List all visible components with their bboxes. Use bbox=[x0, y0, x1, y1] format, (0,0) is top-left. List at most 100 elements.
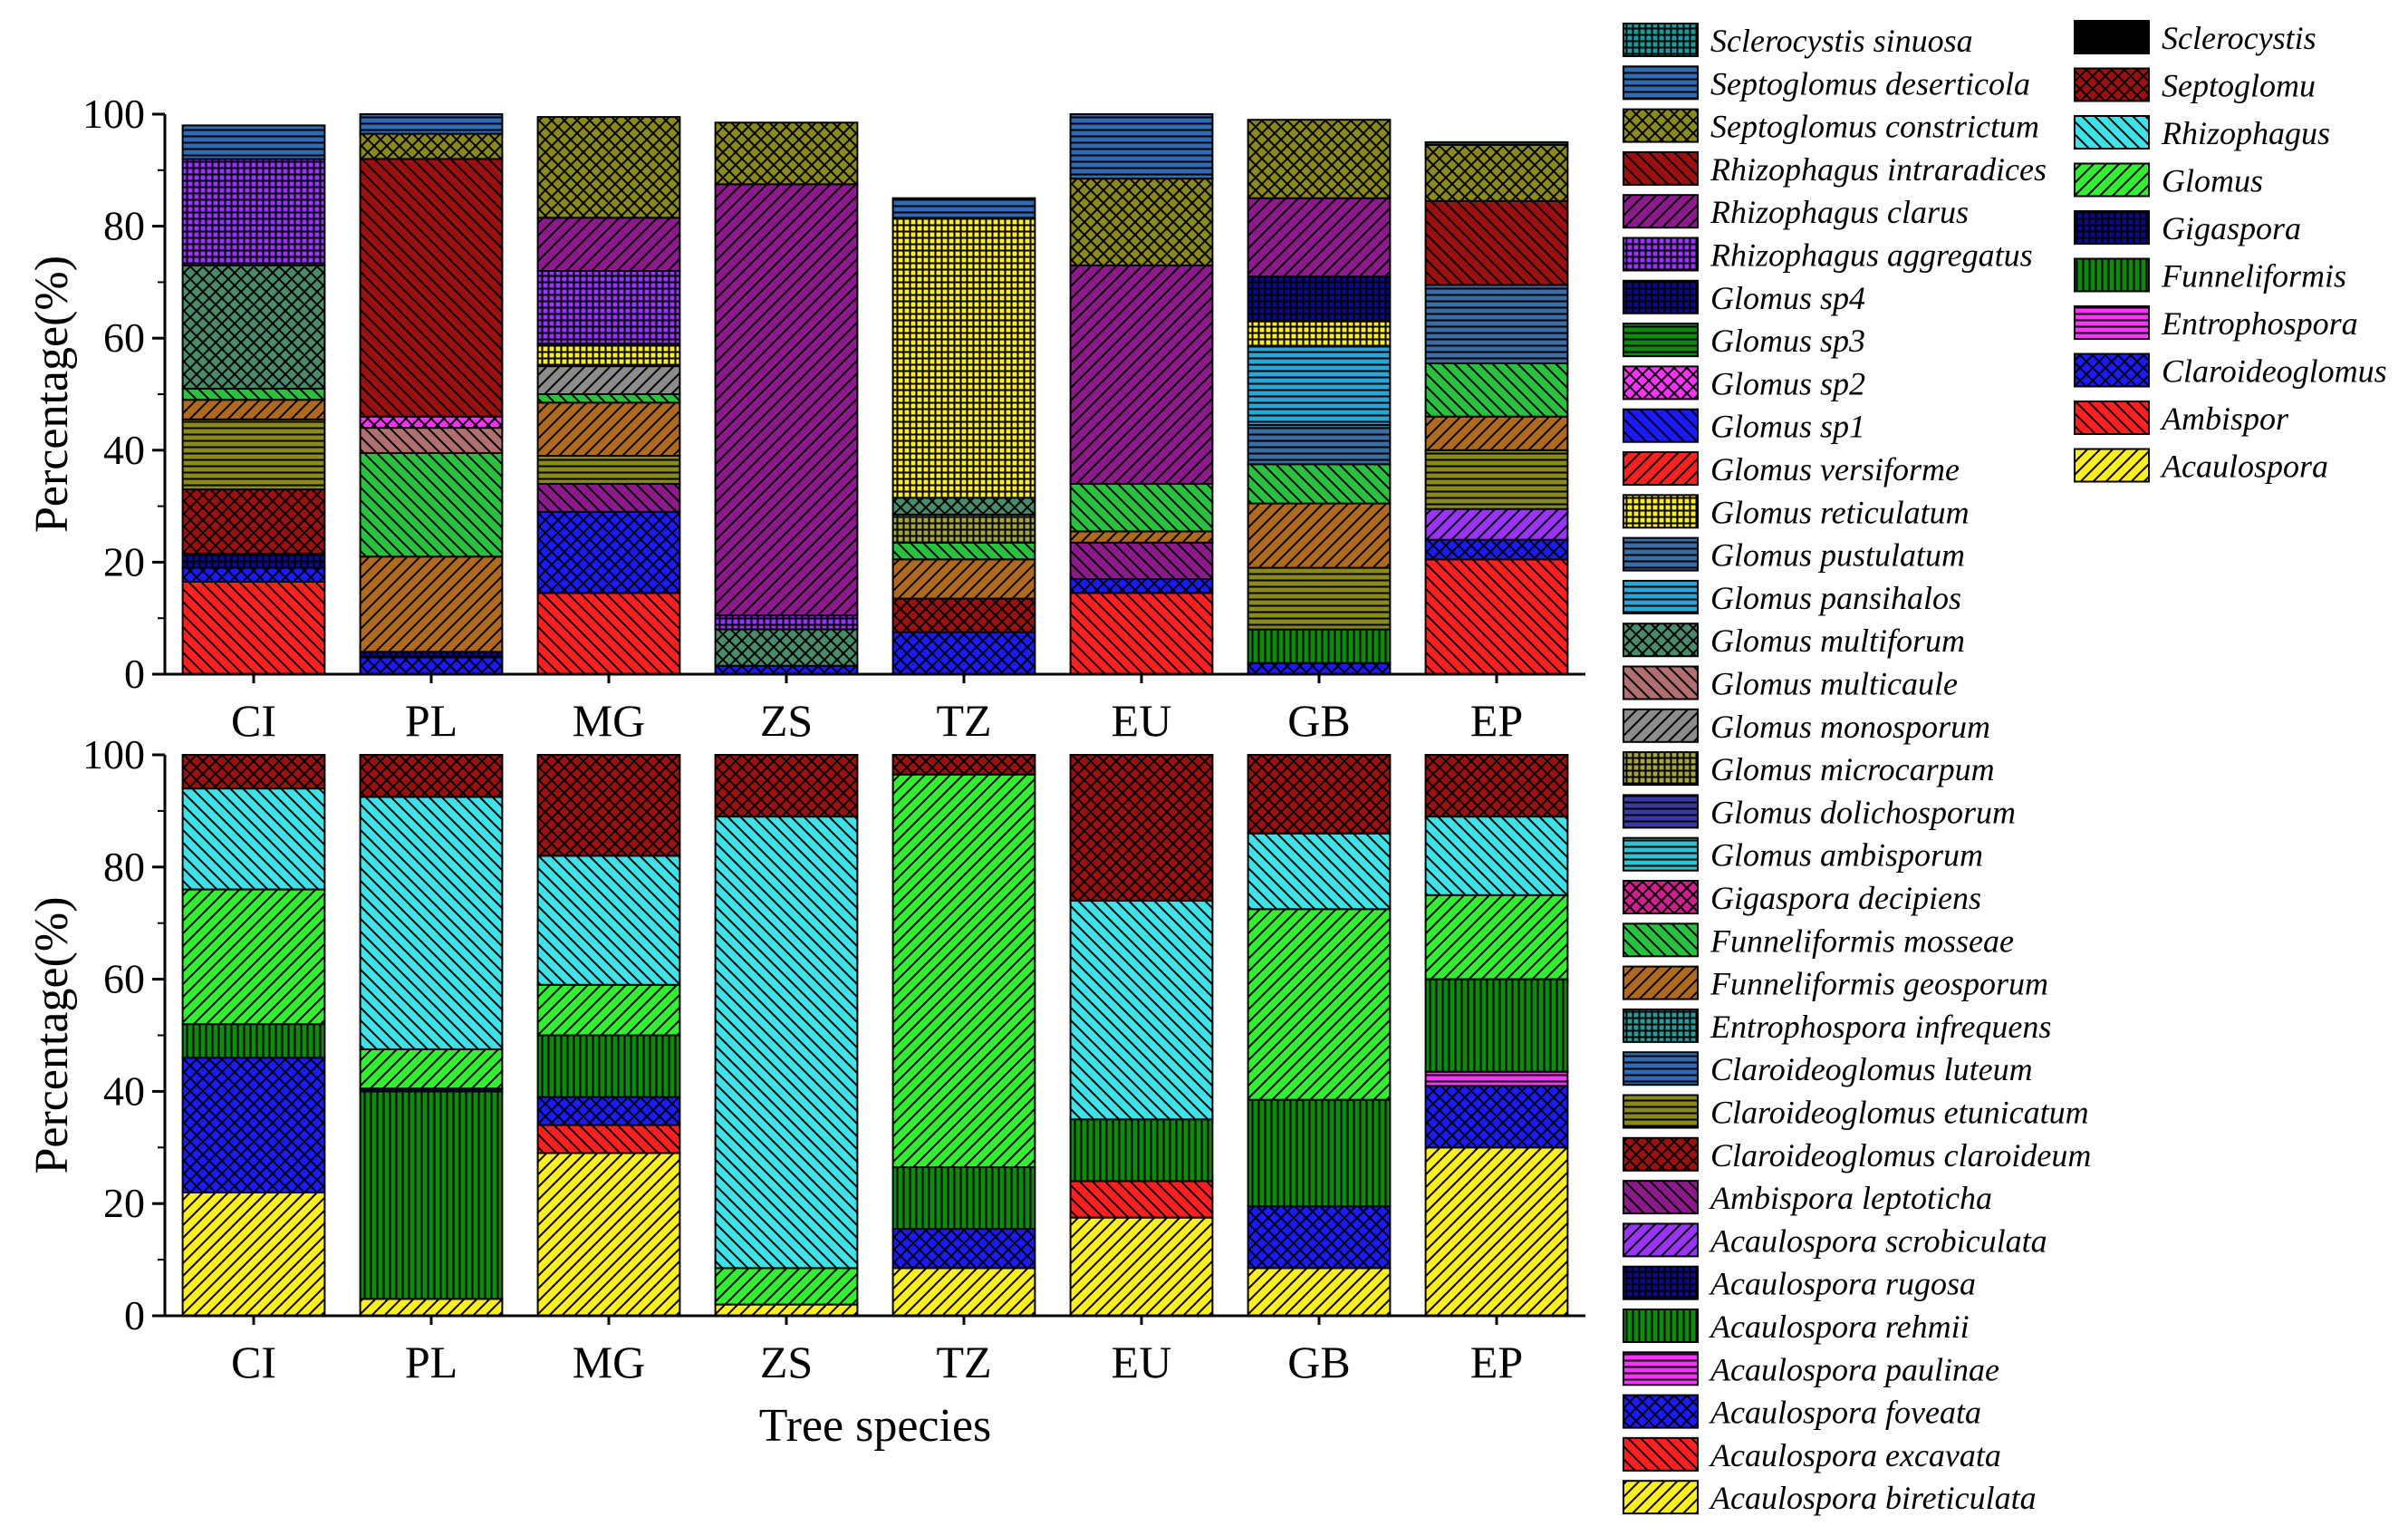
bar-segment-tz-funneliformis bbox=[891, 1166, 1036, 1231]
bar-segment-gb-funneliformis-mosseae bbox=[1247, 463, 1392, 505]
legend-genus-label-entrophospora: Entrophospora bbox=[2161, 305, 2358, 342]
bar-segment-tz-claroideoglomus bbox=[891, 1228, 1036, 1270]
bar-segment-eu-septoglomus-constrictum bbox=[1069, 178, 1214, 266]
legend-species-swatch-glomus-multiforum bbox=[1623, 623, 1699, 658]
x-tick-label-eu: EU bbox=[1112, 695, 1172, 746]
bar-segment-ci-claroideoglomus-etunicatum bbox=[181, 418, 326, 490]
legend-species-swatch-acaulospora-rugosa bbox=[1623, 1265, 1699, 1300]
legend-species-label-rhizophagus-clarus: Rhizophagus clarus bbox=[1710, 194, 1969, 230]
x-tick-label-eu: EU bbox=[1112, 1337, 1172, 1387]
bar-segment-mg-funneliformis-mosseae bbox=[536, 393, 681, 404]
x-tick-label-tz: TZ bbox=[936, 695, 991, 746]
bar-segment-eu-ambispora-leptoticha bbox=[1069, 541, 1214, 580]
legend-species-swatch-glomus-dolichosporum bbox=[1623, 794, 1699, 829]
bar-segment-eu-funneliformis-mosseae bbox=[1069, 482, 1214, 533]
legend-genus-label-ambispor: Ambispor bbox=[2160, 401, 2289, 437]
legend-genus-swatch-claroideoglomus bbox=[2074, 353, 2150, 388]
bar-segment-ep-glomus-pustulatum bbox=[1424, 284, 1569, 364]
legend-species-swatch-glomus-sp3 bbox=[1623, 323, 1699, 358]
y-tick-label: 40 bbox=[103, 1067, 145, 1114]
legend-species-label-rhizophagus-aggregatus: Rhizophagus aggregatus bbox=[1710, 237, 2033, 274]
bar-segment-gb-rhizophagus bbox=[1247, 832, 1392, 911]
legend-species-label-acaulospora-excavata: Acaulospora excavata bbox=[1709, 1437, 2001, 1473]
bar-segment-gb-septoglomu bbox=[1247, 754, 1392, 835]
bar-segment-tz-septoglomus-deserticola bbox=[891, 197, 1036, 219]
bar-segment-mg-acaulospora bbox=[536, 1152, 681, 1317]
bar-segment-tz-funneliformis-mosseae bbox=[891, 541, 1036, 561]
bar-segment-tz-glomus-reticulatum bbox=[891, 217, 1036, 499]
legend-species-label-acaulospora-rugosa: Acaulospora rugosa bbox=[1709, 1266, 1976, 1302]
y-tick-label: 0 bbox=[124, 1292, 145, 1338]
bar-segment-ep-entrophospora bbox=[1424, 1070, 1569, 1087]
bar-segment-pl-septoglomu bbox=[359, 754, 504, 798]
bar-segment-tz-acaulospora-foveata bbox=[891, 631, 1036, 675]
bar-segment-ci-funneliformis-geosporum bbox=[181, 399, 326, 420]
legend-genus-swatch-gigaspora bbox=[2074, 210, 2150, 245]
legend-species-swatch-glomus-reticulatum bbox=[1623, 494, 1699, 529]
bar-segment-ci-acaulospora-foveata bbox=[181, 566, 326, 583]
legend-species-swatch-acaulospora-bireticulata bbox=[1623, 1480, 1699, 1515]
x-tick-label-gb: GB bbox=[1287, 695, 1350, 746]
bar-segment-mg-ambispora-leptoticha bbox=[536, 482, 681, 513]
legend-species-swatch-ambispora-leptoticha bbox=[1623, 1180, 1699, 1215]
bar-segment-zs-rhizophagus-aggregatus bbox=[714, 614, 859, 631]
legend-genus-label-funneliformis: Funneliformis bbox=[2161, 258, 2346, 295]
bar-segment-ep-funneliformis-mosseae bbox=[1424, 362, 1569, 418]
legend-species-swatch-funneliformis-geosporum bbox=[1623, 965, 1699, 1000]
y-tick-label: 100 bbox=[82, 91, 145, 137]
bar-segment-pl-glomus bbox=[359, 1048, 504, 1090]
bar-segment-tz-septoglomu bbox=[891, 754, 1036, 776]
bar-segment-pl-funneliformis bbox=[359, 1090, 504, 1300]
bar-segment-mg-rhizophagus-aggregatus bbox=[536, 270, 681, 345]
legend-species-swatch-acaulospora-excavata bbox=[1623, 1436, 1699, 1472]
bar-segment-eu-acaulospora-excavata bbox=[1069, 592, 1214, 676]
legend-species-swatch-glomus-microcarpum bbox=[1623, 751, 1699, 787]
bar-segment-ep-funneliformis-geosporum bbox=[1424, 415, 1569, 451]
legend-species-label-septoglomus-constrictum: Septoglomus constrictum bbox=[1710, 109, 2039, 145]
bar-segment-mg-funneliformis bbox=[536, 1034, 681, 1098]
legend-species-label-glomus-sp4: Glomus sp4 bbox=[1710, 280, 1865, 316]
bar-segment-eu-septoglomus-deserticola bbox=[1069, 113, 1214, 180]
bar-segment-mg-claroideoglomus-etunicatum bbox=[536, 455, 681, 485]
bar-segment-pl-rhizophagus-intraradices bbox=[359, 158, 504, 418]
legend-species-swatch-funneliformis-mosseae bbox=[1623, 922, 1699, 958]
legend-species-label-acaulospora-foveata: Acaulospora foveata bbox=[1709, 1395, 1981, 1431]
legend-genus-swatch-acaulospora bbox=[2074, 448, 2150, 483]
bar-segment-gb-acaulospora-rehmii bbox=[1247, 628, 1392, 664]
y-tick-label: 80 bbox=[103, 844, 145, 890]
legend-genus-swatch-funneliformis bbox=[2074, 257, 2150, 293]
bar-segment-gb-septoglomus-constrictum bbox=[1247, 119, 1392, 199]
bar-segment-pl-funneliformis-mosseae bbox=[359, 451, 504, 558]
legend-species-swatch-acaulospora-rehmii bbox=[1623, 1309, 1699, 1343]
bar-segment-gb-funneliformis-geosporum bbox=[1247, 502, 1392, 569]
bar-segment-gb-glomus bbox=[1247, 908, 1392, 1101]
bar-segment-pl-acaulospora bbox=[359, 1298, 504, 1318]
legend-species-swatch-glomus-multicaule bbox=[1623, 665, 1699, 700]
species-chart: 0 20 40 60 80 100 CI PL MG ZS TZ EU GB EP Percentage(%… bbox=[26, 91, 1585, 746]
genus-legend: Sclerocystis Septoglomu Rhizophagus Glomus G… bbox=[2074, 20, 2387, 485]
legend-species-label-glomus-monosporum: Glomus monosporum bbox=[1710, 709, 1990, 745]
bar-segment-eu-rhizophagus-clarus bbox=[1069, 264, 1214, 485]
bar-segment-pl-septoglomus-deserticola bbox=[359, 113, 504, 135]
bar-segment-ci-septoglomus-deserticola bbox=[181, 124, 326, 160]
legend-species-label-acaulospora-rehmii: Acaulospora rehmii bbox=[1709, 1309, 1970, 1345]
legend-species-swatch-rhizophagus-aggregatus bbox=[1623, 237, 1699, 272]
legend-species-swatch-glomus-monosporum bbox=[1623, 708, 1699, 743]
bar-segment-ci-glomus-multiforum bbox=[181, 264, 326, 390]
legend-species-swatch-claroideoglomus-etunicatum bbox=[1623, 1094, 1699, 1129]
legend-genus-label-gigaspora: Gigaspora bbox=[2162, 210, 2301, 246]
legend-species-swatch-glomus-ambisporum bbox=[1623, 836, 1699, 872]
bar-segment-gb-claroideoglomus bbox=[1247, 1205, 1392, 1270]
legend-species-label-claroideoglomus-luteum: Claroideoglomus luteum bbox=[1710, 1051, 2033, 1087]
legend-species-swatch-rhizophagus-clarus bbox=[1623, 194, 1699, 229]
legend-species-label-septoglomus-deserticola: Septoglomus deserticola bbox=[1710, 65, 2030, 101]
bar-segment-ep-claroideoglomus-etunicatum bbox=[1424, 449, 1569, 510]
legend-species-label-claroideoglomus-claroideum: Claroideoglomus claroideum bbox=[1710, 1137, 2091, 1173]
x-tick-label-tz: TZ bbox=[936, 1337, 991, 1387]
bar-segment-ep-claroideoglomus bbox=[1424, 1085, 1569, 1149]
legend-genus-label-claroideoglomus: Claroideoglomus bbox=[2162, 353, 2387, 390]
bar-segment-eu-acaulospora-foveata bbox=[1069, 577, 1214, 594]
bar-segment-pl-acaulospora-foveata bbox=[359, 656, 504, 675]
y-tick-label: 40 bbox=[103, 427, 145, 473]
x-tick-label-ci: CI bbox=[231, 1337, 276, 1387]
